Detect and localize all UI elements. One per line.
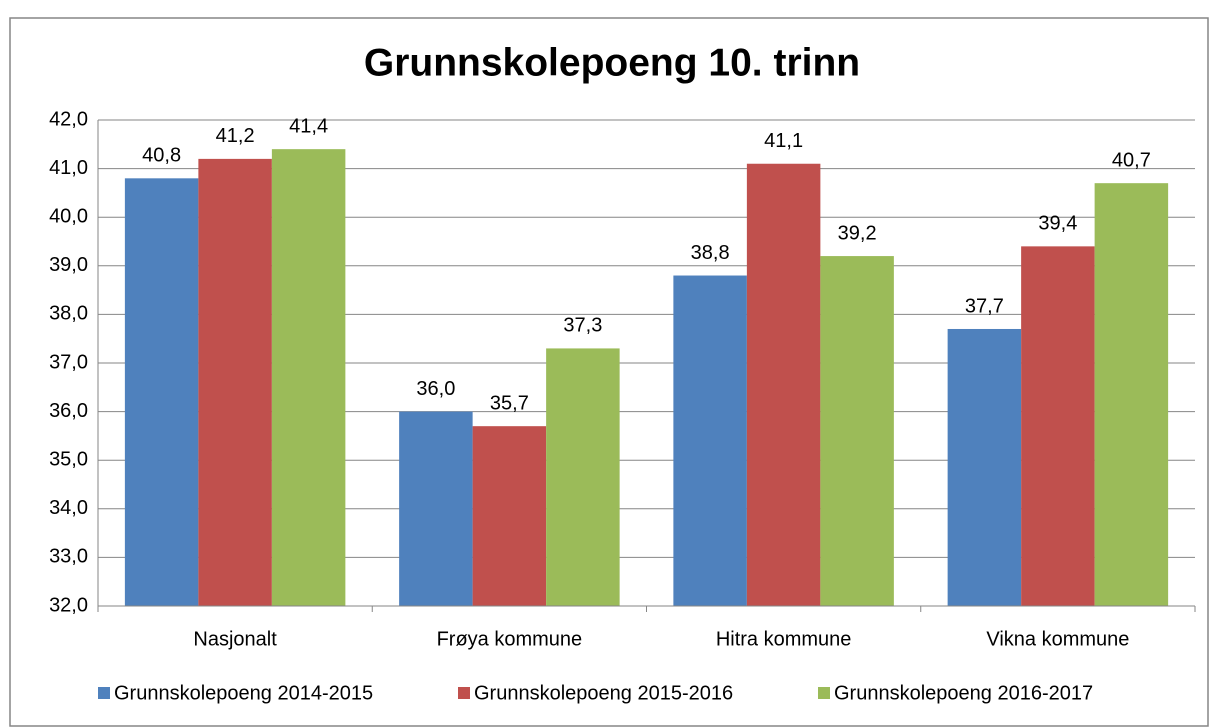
bar — [673, 275, 747, 606]
y-tick-label: 32,0 — [49, 594, 88, 616]
x-tick-label: Vikna kommune — [986, 628, 1129, 650]
data-label: 39,2 — [838, 222, 877, 244]
data-label: 41,4 — [289, 115, 328, 137]
bar — [1021, 246, 1095, 607]
bar — [947, 328, 1022, 606]
bar — [198, 158, 272, 606]
data-label: 38,8 — [691, 242, 730, 264]
legend-swatch — [818, 687, 830, 699]
legend-label: Grunnskolepoeng 2014-2015 — [114, 682, 373, 704]
y-tick-label: 39,0 — [49, 254, 88, 276]
data-label: 41,1 — [764, 130, 803, 152]
legend-swatch — [98, 687, 110, 699]
x-tick-label: Frøya kommune — [437, 628, 583, 650]
y-tick-label: 35,0 — [49, 448, 88, 470]
bar — [399, 411, 473, 606]
data-label: 36,0 — [416, 378, 455, 400]
y-tick-label: 41,0 — [49, 157, 88, 179]
data-label: 37,7 — [965, 295, 1004, 317]
y-tick-label: 36,0 — [49, 400, 88, 422]
chart-title: Grunnskolepoeng 10. trinn — [364, 41, 860, 84]
y-tick-label: 40,0 — [49, 205, 88, 227]
legend-label: Grunnskolepoeng 2015-2016 — [474, 682, 733, 704]
x-tick-label: Nasjonalt — [193, 628, 277, 650]
bar — [124, 178, 199, 606]
bar — [271, 149, 346, 606]
bar — [472, 426, 547, 606]
legend-swatch — [458, 687, 470, 699]
bar — [746, 163, 821, 607]
y-tick-label: 34,0 — [49, 497, 88, 519]
data-label: 41,2 — [216, 125, 255, 147]
bar — [546, 348, 620, 606]
data-label: 40,7 — [1112, 149, 1151, 171]
data-label: 39,4 — [1038, 213, 1077, 235]
y-tick-label: 33,0 — [49, 546, 88, 568]
x-tick-label: Hitra kommune — [716, 628, 852, 650]
legend-label: Grunnskolepoeng 2016-2017 — [834, 682, 1093, 704]
bar — [820, 256, 894, 606]
y-tick-label: 42,0 — [49, 108, 88, 130]
data-label: 40,8 — [142, 145, 181, 167]
y-tick-label: 37,0 — [49, 351, 88, 373]
bar — [1094, 183, 1169, 606]
data-label: 35,7 — [490, 392, 529, 414]
y-tick-label: 38,0 — [49, 303, 88, 325]
data-label: 37,3 — [563, 315, 602, 337]
